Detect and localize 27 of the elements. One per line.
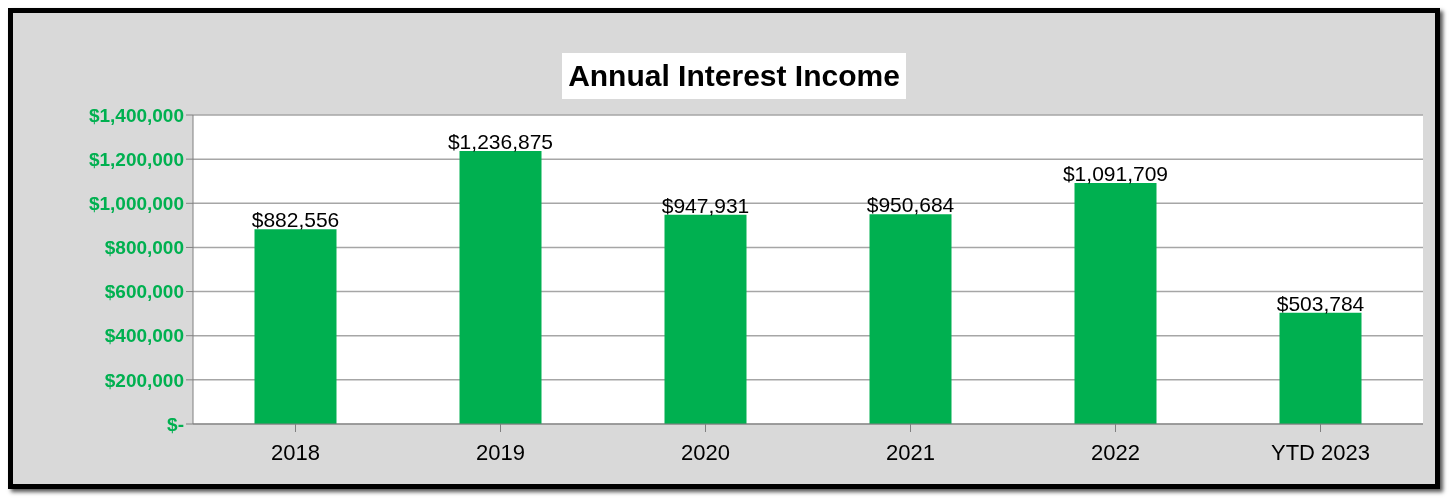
data-label: $950,684 — [866, 193, 955, 217]
x-tick-label: 2022 — [1091, 439, 1140, 465]
y-tick-label: $800,000 — [104, 237, 184, 259]
chart-title: Annual Interest Income — [562, 53, 906, 99]
y-tick-label: $1,400,000 — [88, 104, 184, 126]
y-tick-label: $200,000 — [104, 369, 184, 391]
x-tick-label: 2021 — [886, 439, 935, 465]
x-tick-label: 2019 — [476, 439, 525, 465]
y-tick-label: $600,000 — [104, 281, 184, 303]
bar — [459, 151, 542, 424]
x-tick-label: 2018 — [271, 439, 320, 465]
bar — [869, 214, 952, 424]
data-label: $947,931 — [661, 193, 750, 217]
x-tick-label: 2020 — [681, 439, 730, 465]
bar — [1279, 312, 1362, 424]
y-tick-label: $1,000,000 — [88, 193, 184, 215]
bar — [254, 229, 337, 424]
data-label: $882,556 — [251, 208, 340, 232]
data-label: $503,784 — [1276, 291, 1365, 315]
bar — [1074, 183, 1157, 424]
data-label: $1,091,709 — [1062, 162, 1169, 186]
data-label: $1,236,875 — [447, 130, 554, 153]
y-tick-label: $- — [167, 413, 184, 435]
x-tick-label: YTD 2023 — [1270, 439, 1371, 465]
y-tick-label: $400,000 — [104, 325, 184, 347]
y-tick-label: $1,200,000 — [88, 148, 184, 170]
bar — [664, 214, 747, 424]
